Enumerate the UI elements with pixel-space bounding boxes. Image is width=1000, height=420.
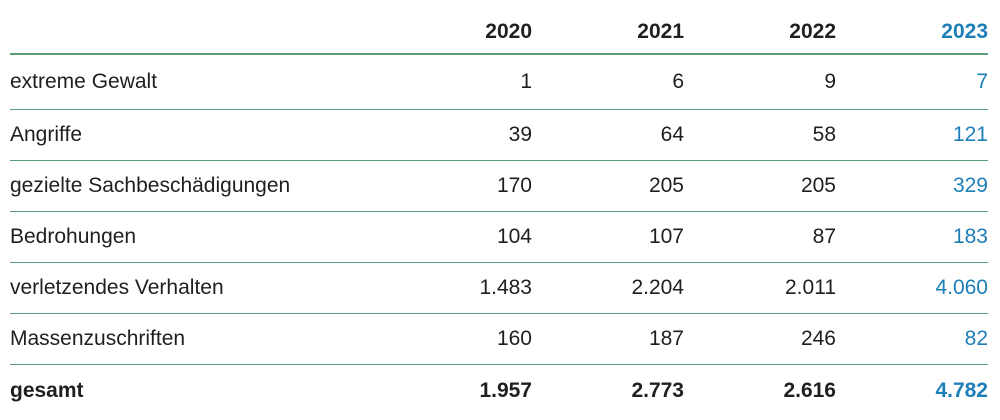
cell-2022: 58 <box>684 109 836 161</box>
row-label: extreme Gewalt <box>10 54 380 110</box>
cell-2020: 1 <box>380 54 532 110</box>
cell-2021: 205 <box>532 160 684 212</box>
header-year-2022: 2022 <box>684 0 836 55</box>
cell-2020: 170 <box>380 160 532 212</box>
cell-2022: 205 <box>684 160 836 212</box>
table-row: verletzendes Verhalten 1.483 2.204 2.011… <box>10 262 988 314</box>
total-label: gesamt <box>10 379 84 402</box>
header-row: 2020 2021 2022 2023 <box>10 0 988 55</box>
row-label: verletzendes Verhalten <box>10 262 380 314</box>
header-year-2021: 2021 <box>532 0 684 55</box>
cell-2022: 9 <box>684 54 836 110</box>
total-2021: 2.773 <box>631 379 684 402</box>
row-label: Angriffe <box>10 109 380 161</box>
cell-2021: 2.204 <box>532 262 684 314</box>
cell-2021: 6 <box>532 54 684 110</box>
cell-2020: 104 <box>380 211 532 263</box>
cell-2022: 246 <box>684 313 836 365</box>
header-label-cell <box>10 0 380 55</box>
table-row: Bedrohungen 104 107 87 183 <box>10 211 988 263</box>
cell-2021: 64 <box>532 109 684 161</box>
table-row: Angriffe 39 64 58 121 <box>10 109 988 161</box>
cell-2020: 39 <box>380 109 532 161</box>
table-row: extreme Gewalt 1 6 9 7 <box>10 54 988 110</box>
total-2023: 4.782 <box>935 379 988 402</box>
row-label: gezielte Sachbeschädigungen <box>10 160 380 212</box>
table-row: Massenzuschriften 160 187 246 82 <box>10 313 988 365</box>
cell-2021: 187 <box>532 313 684 365</box>
cell-2021: 107 <box>532 211 684 263</box>
cell-2020: 1.483 <box>380 262 532 314</box>
header-year-2020: 2020 <box>380 0 532 55</box>
header-year-2023: 2023 <box>836 0 988 55</box>
cell-2023: 82 <box>836 313 988 365</box>
table-row: gezielte Sachbeschädigungen 170 205 205 … <box>10 160 988 212</box>
cell-2020: 160 <box>380 313 532 365</box>
total-2022: 2.616 <box>783 379 836 402</box>
statistics-table-container: 2020 2021 2022 2023 extreme Gewalt 1 6 9… <box>10 0 988 417</box>
row-label: Bedrohungen <box>10 211 380 263</box>
cell-2023: 121 <box>836 109 988 161</box>
total-row: gesamt 1.957 2.773 2.616 4.782 <box>10 365 988 418</box>
cell-2023: 183 <box>836 211 988 263</box>
cell-2023: 7 <box>836 54 988 110</box>
total-2020: 1.957 <box>479 379 532 402</box>
cell-2022: 87 <box>684 211 836 263</box>
cell-2023: 4.060 <box>836 262 988 314</box>
cell-2022: 2.011 <box>684 262 836 314</box>
cell-2023: 329 <box>836 160 988 212</box>
row-label: Massenzuschriften <box>10 313 380 365</box>
statistics-table: 2020 2021 2022 2023 extreme Gewalt 1 6 9… <box>10 0 988 417</box>
